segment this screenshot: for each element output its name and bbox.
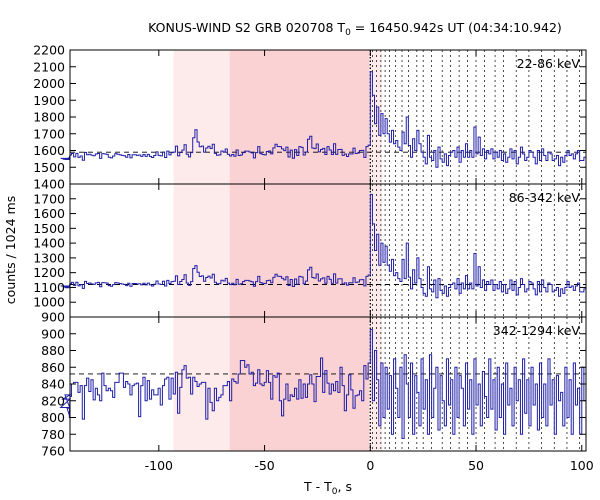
highlight-interval <box>229 184 370 317</box>
y-tick-label: 900 <box>41 310 65 325</box>
y-tick-label: 1600 <box>33 143 65 158</box>
y-tick-label: 800 <box>41 410 65 425</box>
y-tick-label: 1300 <box>33 250 65 265</box>
x-axis-label: T - T0, s <box>303 479 352 497</box>
y-tick-label: 1100 <box>33 280 65 295</box>
y-axis-label: counts / 1024 ms <box>3 196 18 304</box>
y-tick-label: 1400 <box>33 236 65 251</box>
y-tick-label: 2200 <box>33 43 65 58</box>
x-tick-label: 50 <box>468 458 484 473</box>
series-line <box>60 71 586 168</box>
y-tick-label: 1500 <box>33 160 65 175</box>
series-line <box>59 329 587 439</box>
energy-band-label: 86-342 keV <box>509 190 581 205</box>
highlight-interval <box>173 184 230 317</box>
y-tick-label: 1700 <box>33 126 65 141</box>
y-tick-label: 880 <box>41 343 65 358</box>
x-tick-label: -50 <box>254 458 274 473</box>
y-tick-label: 900 <box>41 326 65 341</box>
plot-layer: 14001500160017001800190020002100220022-8… <box>33 43 594 474</box>
highlight-interval <box>229 50 370 184</box>
chart-title: KONUS-WIND S2 GRB 020708 T0 = 16450.942s… <box>148 20 562 38</box>
y-tick-label: 1200 <box>33 265 65 280</box>
y-tick-label: 840 <box>41 377 65 392</box>
highlight-interval <box>369 50 382 184</box>
x-tick-label: 0 <box>366 458 374 473</box>
y-tick-label: 1800 <box>33 110 65 125</box>
series-line <box>60 193 586 299</box>
highlight-interval <box>173 50 230 184</box>
y-tick-label: 1600 <box>33 206 65 221</box>
y-tick-label: 2100 <box>33 59 65 74</box>
y-tick-label: 860 <box>41 360 65 375</box>
y-tick-label: 820 <box>41 393 65 408</box>
panel-1: 14001500160017001800190020002100220022-8… <box>33 43 587 192</box>
x-tick-label: -100 <box>145 458 173 473</box>
x-tick-label: 100 <box>570 458 594 473</box>
y-tick-label: 1700 <box>33 191 65 206</box>
y-tick-label: 780 <box>41 427 65 442</box>
y-tick-label: 1500 <box>33 221 65 236</box>
y-tick-label: 2000 <box>33 76 65 91</box>
energy-band-label: 342-1294 keV <box>493 323 581 338</box>
highlight-interval <box>369 317 382 451</box>
y-tick-label: 760 <box>41 444 65 459</box>
energy-band-label: 22-86 keV <box>517 56 581 71</box>
y-tick-label: 1900 <box>33 93 65 108</box>
y-tick-label: 1400 <box>33 177 65 192</box>
y-tick-label: 1000 <box>33 295 65 310</box>
